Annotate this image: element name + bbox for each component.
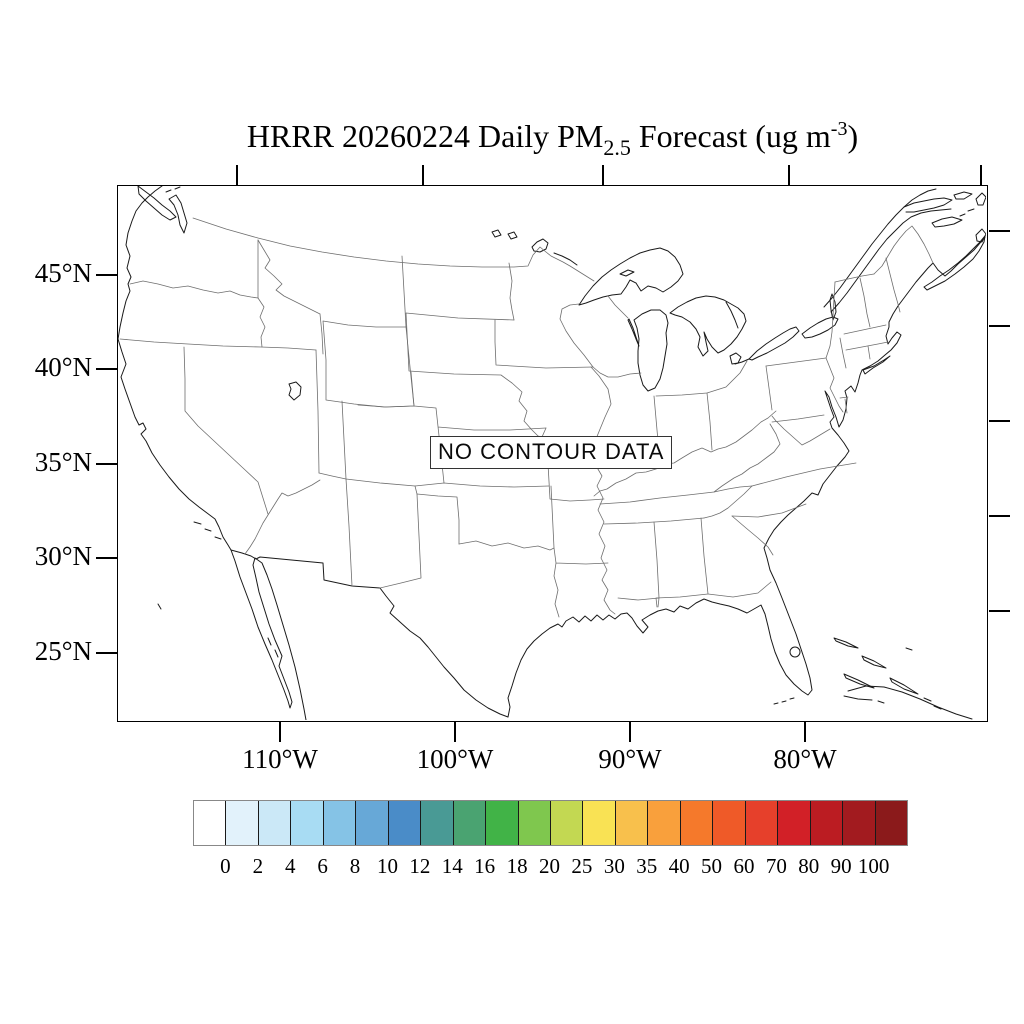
lat-tick: [96, 652, 117, 654]
lon-tick-top: [236, 165, 238, 185]
lat-tick: [96, 463, 117, 465]
colorbar-cell: [843, 801, 876, 845]
colorbar-tick-label: 50: [701, 854, 723, 878]
colorbar-tick-label: 10: [376, 854, 398, 878]
lat-tick-right: [989, 230, 1010, 232]
lon-label: 100°W: [416, 744, 494, 774]
colorbar-cell: [745, 801, 779, 845]
lon-tick-top: [788, 165, 790, 185]
colorbar-tick-label: 40: [668, 854, 690, 878]
colorbar-cell: [583, 801, 616, 845]
colorbar-cell: [226, 801, 259, 845]
colorbar-tick-label: 80: [798, 854, 820, 878]
colorbar-tick-label: 60: [733, 854, 755, 878]
title-suffix: ): [847, 118, 859, 154]
colorbar-tick-label: 16: [474, 854, 496, 878]
title-superscript: -3: [830, 118, 848, 140]
colorbar-tick-label: 30: [603, 854, 625, 878]
title-subscript: 2.5: [603, 135, 631, 160]
colorbar-tick-label: 0: [220, 854, 231, 878]
lon-tick-top: [602, 165, 604, 185]
colorbar-cell: [550, 801, 584, 845]
lat-tick: [96, 368, 117, 370]
title-prefix: HRRR 20260224 Daily PM: [246, 118, 604, 154]
lat-tick: [96, 557, 117, 559]
lon-tick: [279, 722, 281, 742]
colorbar-tick-label: 90: [830, 854, 852, 878]
no-contour-data-badge: NO CONTOUR DATA: [430, 436, 673, 469]
lon-tick-top: [980, 165, 982, 185]
colorbar-tick-label: 14: [441, 854, 463, 878]
colorbar-cell: [388, 801, 422, 845]
colorbar-tick-label: 4: [284, 854, 296, 878]
colorbar-cell: [778, 801, 811, 845]
colorbar-cell: [680, 801, 714, 845]
colorbar-cell: [323, 801, 357, 845]
lat-label: 45°N: [34, 258, 92, 288]
lat-tick-right: [989, 610, 1010, 612]
state-borders: [119, 217, 934, 618]
lat-label: 30°N: [34, 541, 92, 571]
colorbar-cell: [648, 801, 681, 845]
plot-title: HRRR 20260224 Daily PM2.5 Forecast (ug m…: [117, 118, 988, 161]
colorbar-tick-label: 100: [857, 854, 890, 878]
colorbar-cell: [486, 801, 519, 845]
us-map-svg: [118, 186, 986, 720]
colorbar-cell: [453, 801, 487, 845]
lon-tick: [454, 722, 456, 742]
coastlines: [118, 186, 986, 720]
colorbar-cell: [258, 801, 292, 845]
lat-tick-right: [989, 515, 1010, 517]
colorbar-tick-label: 12: [409, 854, 431, 878]
lat-tick-right: [989, 325, 1010, 327]
lat-tick-right: [989, 420, 1010, 422]
colorbar-cell: [518, 801, 551, 845]
lat-tick: [96, 274, 117, 276]
lon-tick-top: [422, 165, 424, 185]
colorbar-tick-label: 2: [252, 854, 264, 878]
lon-label: 110°W: [242, 744, 318, 774]
great-lakes: [288, 229, 839, 658]
colorbar-cell: [810, 801, 844, 845]
lat-label: 40°N: [34, 352, 92, 382]
colorbar-cell: [615, 801, 649, 845]
colorbar-tick-label: 25: [571, 854, 593, 878]
title-middle: Forecast (ug m: [630, 118, 831, 154]
lon-tick: [804, 722, 806, 742]
lat-label: 35°N: [34, 447, 92, 477]
colorbar-cell: [421, 801, 454, 845]
colorbar-cell: [194, 801, 227, 845]
colorbar-tick-label: 20: [539, 854, 560, 878]
us-map-panel: NO CONTOUR DATA: [117, 185, 988, 722]
colorbar-cell: [875, 801, 907, 845]
colorbar-cell: [356, 801, 389, 845]
lon-tick: [629, 722, 631, 742]
lat-label: 25°N: [34, 636, 92, 666]
colorbar-tick-label: 6: [317, 854, 328, 878]
colorbar-cell: [291, 801, 324, 845]
colorbar-tick-label: 18: [506, 854, 528, 878]
lon-label: 90°W: [598, 744, 662, 774]
colorbar-tick-label: 35: [636, 854, 658, 878]
lon-label: 80°W: [773, 744, 837, 774]
colorbar-tick-label: 70: [765, 854, 787, 878]
colorbar: [193, 800, 908, 846]
colorbar-tick-label: 8: [349, 854, 361, 878]
colorbar-cell: [713, 801, 746, 845]
